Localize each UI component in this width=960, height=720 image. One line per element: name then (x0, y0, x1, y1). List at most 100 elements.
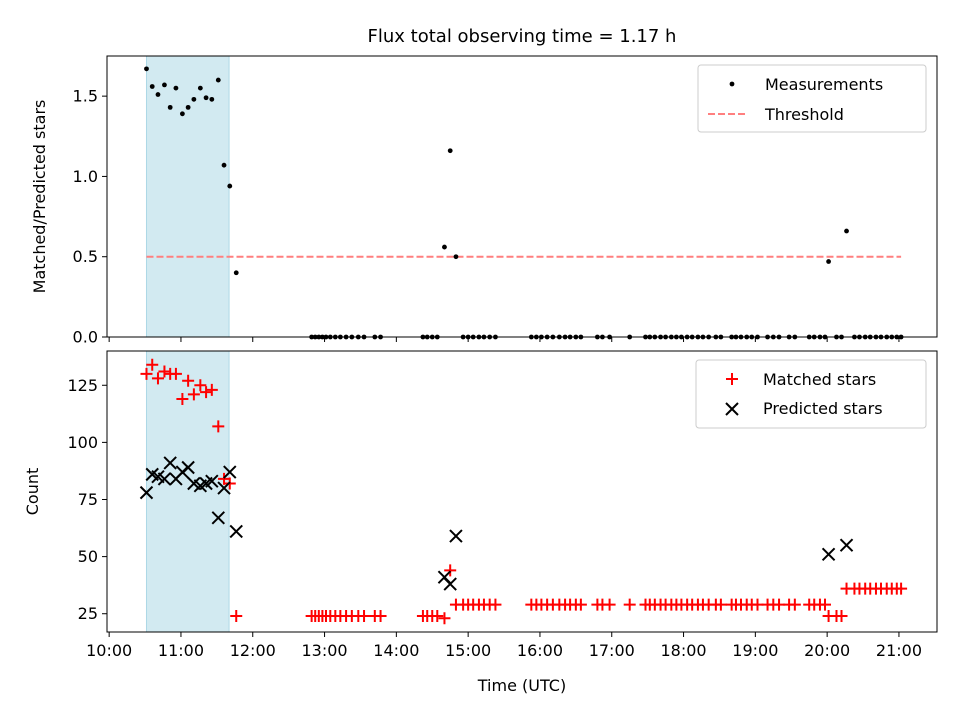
legend-threshold-label: Threshold (764, 105, 844, 124)
predicted-point (443, 577, 457, 591)
predicted-point (211, 511, 225, 525)
measurement-point (185, 104, 191, 110)
predicted-point (157, 472, 172, 486)
matched-point (438, 612, 451, 625)
y-tick-label: 25 (78, 604, 98, 623)
matched-point (230, 610, 243, 623)
measurement-point (442, 244, 447, 250)
predicted-point (217, 481, 231, 495)
measurement-point (191, 96, 197, 102)
measurement-point (162, 82, 167, 88)
x-tick-label: 13:00 (301, 641, 347, 660)
measurement-point (209, 96, 215, 102)
counts-axes-frame (106, 350, 938, 633)
matched-point (751, 598, 764, 611)
measurement-point (173, 85, 179, 91)
measurement-point (203, 95, 209, 101)
matched-point (788, 598, 801, 611)
matched-point (835, 610, 848, 623)
y-tick-label: 100 (67, 433, 98, 452)
measurement-point (227, 183, 233, 189)
matched-point (444, 564, 457, 577)
matched-point (200, 386, 213, 399)
matched-point (714, 598, 727, 611)
y-tick-label: 1.5 (73, 87, 98, 106)
predicted-point (821, 547, 836, 562)
legend-predicted-marker (725, 402, 739, 416)
counts-y-axis-label: Count (23, 468, 42, 516)
matched-point (182, 374, 195, 387)
matched-point (431, 610, 444, 623)
x-tick-label: 11:00 (158, 641, 204, 660)
measurement-point (167, 104, 173, 110)
x-tick-label: 14:00 (373, 641, 419, 660)
observing-span-ratio (145, 55, 230, 338)
ratio-axes-frame (106, 55, 938, 338)
counts-panel: 25 50 75 100 125 10:00 11:00 12:00 13:00 14:00 15:… (23, 350, 938, 660)
measurement-point (179, 111, 185, 117)
chart-title: Flux total observing time = 1.17 h (368, 26, 677, 47)
predicted-point (223, 465, 237, 479)
y-tick-label: 1.0 (73, 167, 98, 186)
measurement-point (197, 85, 203, 91)
measurement-point (826, 259, 831, 264)
legend-matched-label: Matched stars (763, 370, 876, 389)
measurement-point (144, 66, 149, 72)
measurement-point (844, 228, 849, 234)
predicted-point (205, 474, 219, 488)
matched-point (895, 582, 908, 595)
matched-point (358, 610, 371, 623)
ratio-legend-box (697, 64, 927, 133)
measurement-point (453, 254, 459, 260)
predicted-point (839, 538, 854, 552)
matched-point (818, 598, 831, 611)
x-tick-label: 12:00 (230, 641, 276, 660)
x-tick-label: 21:00 (876, 641, 922, 660)
predicted-point (163, 456, 177, 470)
matched-point (205, 383, 218, 396)
matched-point (194, 379, 207, 392)
x-tick-label: 19:00 (732, 641, 778, 660)
matched-point (176, 392, 189, 405)
legend-measurements-marker (729, 81, 735, 87)
matched-point (574, 598, 587, 611)
matched-point (773, 598, 786, 611)
counts-legend: Matched stars Predicted stars (695, 359, 927, 429)
matched-point (623, 598, 636, 611)
y-tick-label: 0.5 (73, 247, 98, 266)
x-tick-label: 18:00 (660, 641, 706, 660)
y-tick-label: 0.0 (73, 328, 98, 347)
measurement-point (447, 148, 453, 154)
ratio-legend: Measurements Threshold (697, 64, 927, 133)
predicted-point (181, 460, 195, 475)
matched-point (603, 598, 616, 611)
y-tick-label: 75 (78, 490, 98, 509)
y-tick-label: 125 (67, 376, 98, 395)
measurement-point (155, 92, 161, 97)
matched-point (140, 367, 153, 380)
x-tick-label: 17:00 (589, 641, 635, 660)
matched-point (374, 610, 387, 623)
measurement-point (233, 270, 239, 276)
matched-point (169, 367, 182, 380)
predicted-point (229, 524, 243, 539)
predicted-point (449, 529, 463, 543)
x-axis-label: Time (UTC) (477, 676, 566, 695)
measurement-point (221, 162, 227, 168)
x-tick-label: 15:00 (445, 641, 491, 660)
measurement-point (149, 84, 155, 89)
matched-point (489, 598, 502, 611)
y-tick-label: 50 (78, 547, 98, 566)
matched-point (151, 372, 164, 385)
ratio-panel: 0.0 0.5 1.0 1.5 Matched/Predicted stars Mea… (30, 55, 938, 347)
x-tick-label: 20:00 (804, 641, 850, 660)
measurement-point (215, 77, 221, 83)
matched-point (187, 388, 200, 401)
legend-matched-marker (726, 373, 738, 385)
legend-measurements-label: Measurements (765, 75, 883, 94)
matched-point (212, 420, 225, 433)
x-tick-label: 16:00 (517, 641, 563, 660)
observing-span-counts (145, 350, 230, 633)
matched-point (158, 365, 171, 378)
